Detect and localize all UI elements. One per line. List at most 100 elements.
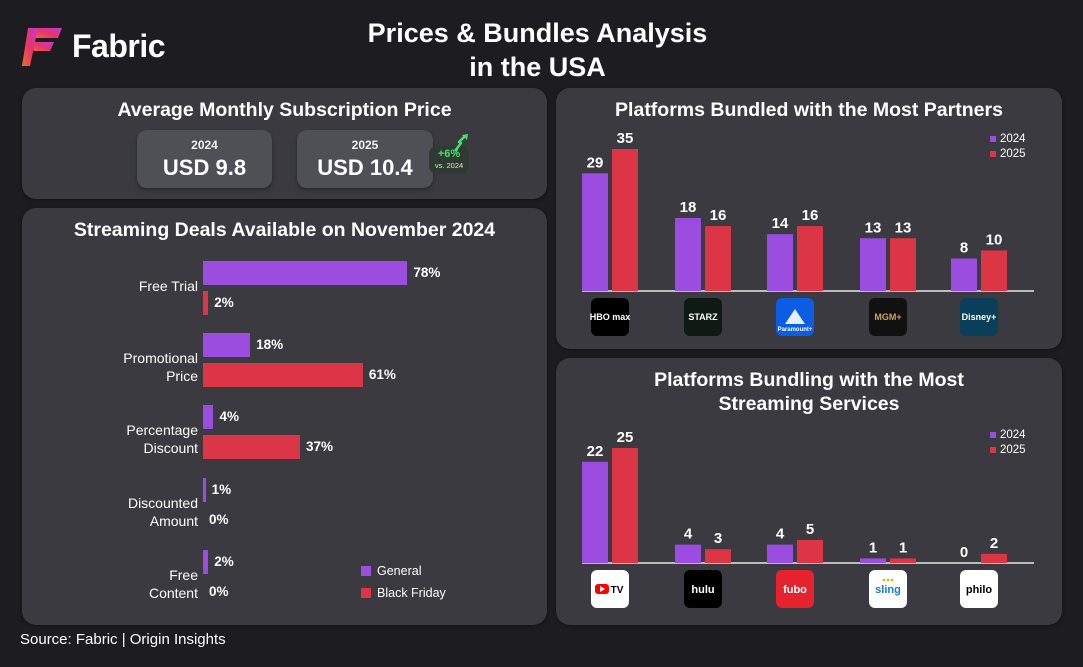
trend-up-icon — [454, 134, 468, 152]
brand-name: Fabric — [72, 27, 166, 64]
bar-value-label: 4 — [684, 526, 693, 543]
platform-logo-label: sling — [875, 584, 901, 596]
bar-general — [203, 333, 251, 357]
category-label: Discounted Amount — [127, 495, 198, 529]
bar-black-friday — [203, 363, 363, 387]
bar-black-friday — [203, 291, 209, 315]
partners-title: Platforms Bundled with the Most Partners — [615, 99, 1003, 121]
bar-value-label: 13 — [865, 219, 882, 236]
price-card-2025: 2025 USD 10.4 — [297, 130, 433, 188]
bar-value-label: 22 — [587, 443, 604, 460]
bar-2025 — [890, 238, 916, 291]
growth-vs: vs. 2024 — [434, 161, 464, 170]
category-label: Free Content — [148, 567, 198, 601]
bar-value-label: 78% — [413, 265, 441, 280]
platform-logo-label: hulu — [691, 584, 714, 596]
price-year: 2024 — [191, 138, 218, 152]
page-title: Prices & Bundles Analysis in the USA — [300, 16, 775, 84]
bar-2025 — [797, 226, 823, 291]
bar-2024 — [675, 217, 701, 291]
bar-general — [203, 405, 214, 429]
bar-value-label: 29 — [587, 154, 604, 171]
bar-value-label: 18% — [256, 337, 284, 352]
platform-logo-icon: Paramount+ — [776, 298, 814, 336]
legend-label-2024: 2024 — [1000, 133, 1026, 145]
bar-value-label: 14 — [772, 215, 789, 232]
bar-value-label: 8 — [960, 240, 968, 257]
partners-chart: 29 35 HBO max 18 16 STARZ 14 16 Paramount+ 13 13 MG… — [582, 130, 1034, 336]
legend-label-2024: 2024 — [1000, 429, 1026, 441]
bar-value-label: 16 — [710, 207, 727, 224]
bar-2025 — [981, 553, 1007, 563]
platform-logo-label: Paramount+ — [778, 327, 813, 333]
bar-2025 — [797, 540, 823, 563]
bundling-chart: 22 25 TV 4 3 hulu 4 5 fubo 1 1 sling 0 2 philo — [582, 429, 1034, 608]
bar-value-label: 4% — [219, 409, 239, 424]
bar-value-label: 61% — [368, 367, 396, 382]
bar-general — [203, 550, 209, 574]
partners-panel: Platforms Bundled with the Most Partners… — [556, 88, 1062, 349]
platform-logo-label: STARZ — [688, 312, 718, 322]
bar-2024 — [767, 544, 793, 563]
brand-logo: Fabric — [22, 24, 166, 68]
legend-general: General — [361, 564, 421, 578]
legend-label-general: General — [377, 564, 422, 578]
bundling-title: Platforms Bundling with the Most Streami… — [556, 368, 1062, 416]
platform-logo-icon: hulu — [684, 570, 722, 608]
platform-logo-label: Disney+ — [962, 312, 997, 322]
bar-value-label: 1% — [211, 482, 232, 497]
bar-value-label: 5 — [806, 521, 814, 538]
bar-value-label: 25 — [617, 429, 634, 446]
platform-logo-icon: STARZ — [684, 298, 722, 336]
legend-label-2025: 2025 — [1000, 444, 1026, 456]
bundling-panel: Platforms Bundling with the Most Streami… — [556, 358, 1062, 625]
deals-title: Streaming Deals Available on November 20… — [73, 219, 496, 241]
page-title-line-1: Prices & Bundles Analysis — [367, 18, 708, 48]
deals-panel: Streaming Deals Available on November 20… — [22, 208, 547, 625]
legend-swatch-black-friday — [361, 588, 371, 598]
bar-value-label: 37% — [305, 439, 333, 454]
growth-bubble: +6% vs. 2024 — [429, 146, 469, 174]
price-year: 2025 — [351, 138, 379, 152]
fabric-logo-icon — [22, 28, 62, 66]
bar-general — [203, 261, 408, 285]
platform-logo-label: MGM+ — [874, 312, 901, 322]
bar-value-label: 0% — [209, 512, 229, 527]
bar-2025 — [612, 149, 638, 291]
platform-logo-icon: sling — [869, 570, 907, 608]
platform-logo-label: fubo — [783, 584, 807, 596]
platform-logo-icon: philo — [960, 570, 998, 608]
bar-value-label: 35 — [617, 130, 634, 147]
category-label: Promotional Price — [123, 350, 198, 384]
bar-value-label: 2 — [990, 535, 998, 552]
platform-logo-icon: HBO max — [590, 298, 630, 336]
bar-2025 — [705, 226, 731, 291]
bundling-title-line-2: Streaming Services — [718, 393, 900, 415]
bundling-title-line-1: Platforms Bundling with the Most — [654, 369, 964, 391]
platform-logo-icon: fubo — [776, 570, 814, 608]
bar-2024 — [767, 234, 793, 291]
growth-badge: +6% vs. 2024 — [429, 134, 473, 178]
bar-2024 — [860, 558, 886, 563]
price-card-2024: 2024 USD 9.8 — [137, 130, 272, 188]
page-title-line-2: in the USA — [469, 52, 606, 82]
bar-value-label: 10 — [986, 231, 1003, 248]
bar-value-label: 0% — [209, 584, 229, 599]
bar-value-label: 4 — [776, 526, 785, 543]
bar-2025 — [890, 558, 916, 563]
bar-value-label: 2% — [214, 554, 234, 569]
bar-value-label: 1 — [869, 539, 877, 556]
platform-logo-icon: Disney+ — [960, 298, 998, 336]
bar-2024 — [951, 258, 977, 291]
platform-logo-label: philo — [966, 584, 993, 596]
bar-2024 — [582, 173, 608, 291]
bar-2024 — [582, 461, 608, 563]
partners-legend: 2024 2025 — [990, 132, 1026, 162]
bar-value-label: 1 — [899, 539, 907, 556]
bar-2025 — [612, 448, 638, 563]
bar-value-label: 18 — [680, 199, 697, 216]
legend-swatch-general — [361, 566, 371, 576]
category-label: Free Trial — [138, 278, 198, 294]
bar-value-label: 2% — [214, 295, 234, 310]
platform-logo-label: TV — [611, 585, 624, 596]
